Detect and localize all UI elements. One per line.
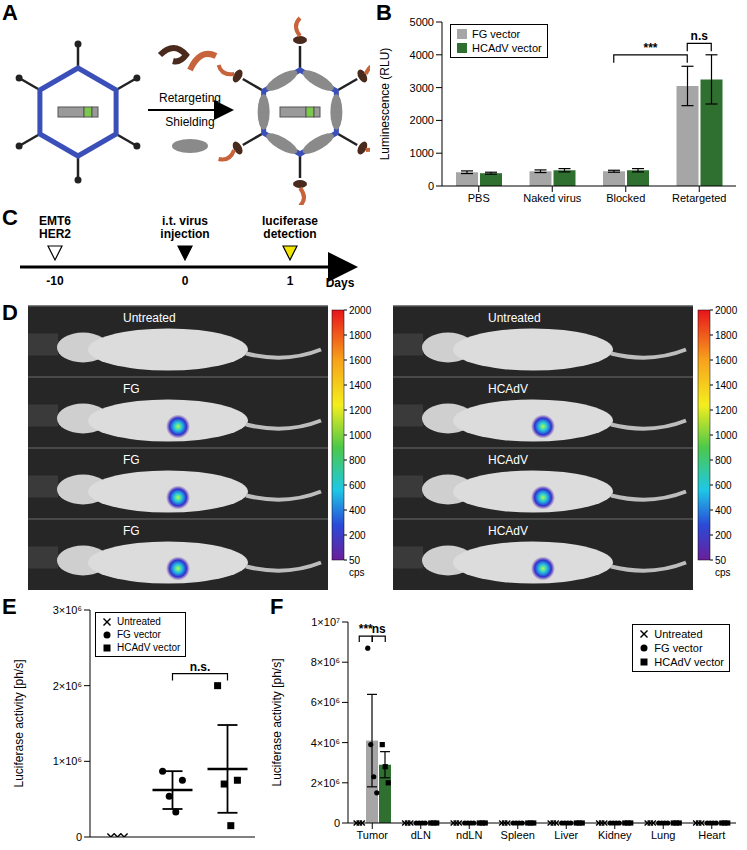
svg-text:200: 200	[349, 530, 366, 541]
html-text:Untreated: Untreated	[117, 616, 161, 627]
svg-text:Retargeting: Retargeting	[159, 91, 221, 105]
html-text:Untreated: Untreated	[654, 628, 703, 640]
svg-text:0: 0	[76, 831, 82, 843]
svg-text:2000: 2000	[410, 114, 434, 126]
svg-text:1000: 1000	[410, 147, 434, 159]
svg-text:FG: FG	[123, 524, 140, 538]
svg-text:1: 1	[287, 274, 294, 288]
svg-text:Untreated: Untreated	[123, 311, 176, 325]
svg-text:1200: 1200	[715, 405, 738, 416]
svg-text:***: ***	[359, 622, 373, 636]
svg-text:1000: 1000	[349, 430, 372, 441]
svg-text:HCAdV: HCAdV	[488, 524, 528, 538]
svg-text:8×10⁶: 8×10⁶	[311, 656, 340, 668]
svg-text:2000: 2000	[349, 305, 372, 316]
svg-text:Naked virus: Naked virus	[523, 192, 582, 204]
svg-text:Days: Days	[326, 276, 355, 290]
svg-text:Luciferase activity [ph/s]: Luciferase activity [ph/s]	[270, 658, 284, 786]
svg-text:50: 50	[349, 555, 361, 566]
svg-text:Luminescence (RLU): Luminescence (RLU)	[378, 48, 392, 161]
html-text:FG vector: FG vector	[117, 629, 161, 640]
svg-text:Tumor: Tumor	[357, 829, 389, 841]
svg-text:Kidney: Kidney	[598, 829, 632, 841]
svg-text:3000: 3000	[410, 82, 434, 94]
svg-text:FG: FG	[123, 453, 140, 467]
svg-text:3×10⁶: 3×10⁶	[53, 604, 82, 616]
svg-text:detection: detection	[263, 227, 316, 241]
html-text:A: A	[2, 0, 18, 25]
svg-text:4×10⁶: 4×10⁶	[311, 737, 340, 749]
svg-text:2×10⁶: 2×10⁶	[311, 777, 340, 789]
svg-text:400: 400	[349, 505, 366, 516]
svg-text:400: 400	[715, 505, 732, 516]
svg-text:1×10⁷: 1×10⁷	[311, 616, 340, 628]
svg-text:1800: 1800	[715, 330, 738, 341]
svg-text:EMT6: EMT6	[39, 214, 71, 228]
svg-text:i.t. virus: i.t. virus	[162, 214, 208, 228]
svg-text:800: 800	[349, 455, 366, 466]
svg-text:5000: 5000	[410, 16, 434, 28]
svg-text:ns: ns	[372, 622, 386, 636]
svg-text:PBS: PBS	[468, 192, 490, 204]
html-text:HCAdV vector: HCAdV vector	[117, 642, 181, 653]
svg-text:600: 600	[349, 480, 366, 491]
svg-text:6×10⁶: 6×10⁶	[311, 696, 340, 708]
html-text:F: F	[270, 594, 284, 619]
svg-text:Untreated: Untreated	[488, 311, 541, 325]
svg-text:n.s.: n.s.	[190, 660, 211, 674]
svg-text:Blocked: Blocked	[606, 192, 645, 204]
svg-text:1400: 1400	[349, 380, 372, 391]
svg-text:2000: 2000	[715, 305, 738, 316]
svg-text:1600: 1600	[349, 355, 372, 366]
svg-text:-10: -10	[46, 274, 64, 288]
svg-text:0: 0	[182, 274, 189, 288]
svg-text:HCAdV: HCAdV	[488, 382, 528, 396]
svg-text:Liver: Liver	[554, 829, 578, 841]
svg-text:1800: 1800	[349, 330, 372, 341]
svg-text:ndLN: ndLN	[456, 829, 482, 841]
svg-text:n.s: n.s	[691, 29, 709, 43]
html-text:D: D	[2, 300, 18, 325]
svg-text:Lung: Lung	[651, 829, 675, 841]
svg-text:Heart: Heart	[698, 829, 725, 841]
svg-text:Spleen: Spleen	[501, 829, 535, 841]
svg-text:cps: cps	[715, 567, 731, 578]
svg-text:FG: FG	[123, 382, 140, 396]
svg-text:***: ***	[643, 41, 657, 55]
svg-text:50: 50	[715, 555, 727, 566]
svg-text:600: 600	[715, 480, 732, 491]
html-text:C: C	[2, 205, 18, 230]
svg-text:0: 0	[428, 180, 434, 192]
svg-text:Shielding: Shielding	[165, 115, 214, 129]
svg-text:1000: 1000	[715, 430, 738, 441]
svg-text:800: 800	[715, 455, 732, 466]
svg-text:cps: cps	[349, 567, 365, 578]
svg-text:HCAdV: HCAdV	[488, 453, 528, 467]
html-text:B: B	[376, 0, 392, 25]
svg-text:2×10⁶: 2×10⁶	[53, 680, 82, 692]
html-text:FG vector: FG vector	[472, 28, 521, 40]
html-text:HCAdV vector: HCAdV vector	[654, 656, 724, 668]
svg-text:Retargeted: Retargeted	[672, 192, 726, 204]
svg-text:1×10⁶: 1×10⁶	[53, 755, 82, 767]
svg-text:4000: 4000	[410, 49, 434, 61]
html-text:HCAdV vector: HCAdV vector	[472, 42, 542, 54]
html-text:FG vector: FG vector	[654, 642, 703, 654]
svg-text:injection: injection	[160, 227, 209, 241]
svg-text:HER2: HER2	[39, 227, 71, 241]
svg-text:1200: 1200	[349, 405, 372, 416]
svg-text:dLN: dLN	[411, 829, 431, 841]
svg-text:1400: 1400	[715, 380, 738, 391]
svg-text:200: 200	[715, 530, 732, 541]
svg-text:Luciferase activity [ph/s]: Luciferase activity [ph/s]	[12, 659, 26, 787]
svg-text:0: 0	[334, 817, 340, 829]
svg-text:luciferase: luciferase	[262, 214, 318, 228]
svg-text:1600: 1600	[715, 355, 738, 366]
html-text:E: E	[2, 594, 17, 619]
